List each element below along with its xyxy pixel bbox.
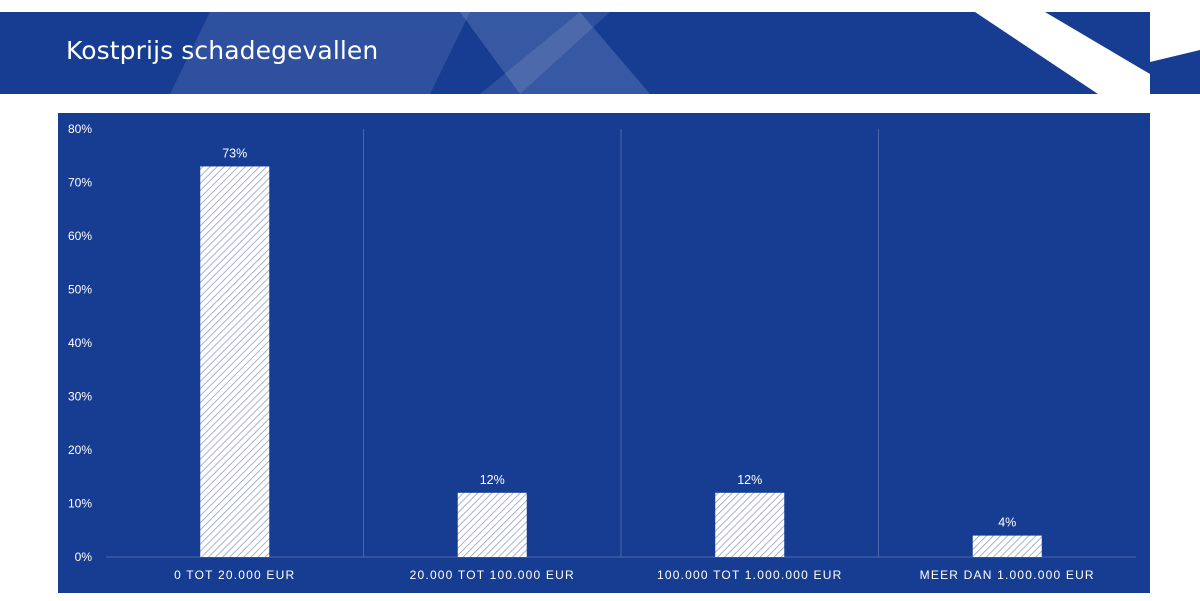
- bar-chart: 0% 10% 20% 30% 40% 50% 60% 70% 80% 73% 12% 12% 4% 0…: [58, 113, 1150, 593]
- bar: [972, 535, 1042, 557]
- data-labels: 73% 12% 12% 4%: [222, 146, 1016, 529]
- y-tick-label: 10%: [68, 497, 92, 511]
- category-label: MEER DAN 1.000.000 EUR: [920, 568, 1095, 582]
- y-tick-label: 80%: [68, 122, 92, 136]
- gridlines: [106, 129, 1136, 558]
- data-label: 12%: [737, 473, 762, 487]
- y-tick-label: 40%: [68, 336, 92, 350]
- y-tick-label: 50%: [68, 283, 92, 297]
- bars: [200, 166, 1042, 557]
- y-tick-label: 30%: [68, 390, 92, 404]
- bar: [457, 492, 527, 557]
- bar: [200, 166, 270, 557]
- y-tick-label: 70%: [68, 176, 92, 190]
- chart-canvas: 0% 10% 20% 30% 40% 50% 60% 70% 80% 73% 12% 12% 4% 0…: [68, 122, 1136, 582]
- category-label: 0 TOT 20.000 EUR: [174, 568, 295, 582]
- category-label: 100.000 TOT 1.000.000 EUR: [657, 568, 842, 582]
- header-band: Kostprijs schadegevallen: [0, 12, 1200, 94]
- data-label: 4%: [998, 516, 1016, 530]
- y-axis: 0% 10% 20% 30% 40% 50% 60% 70% 80%: [68, 122, 92, 564]
- x-axis: 0 TOT 20.000 EUR 20.000 TOT 100.000 EUR 10…: [174, 568, 1095, 582]
- data-label: 73%: [222, 146, 247, 160]
- y-tick-label: 20%: [68, 443, 92, 457]
- page-title: Kostprijs schadegevallen: [66, 36, 379, 65]
- category-label: 20.000 TOT 100.000 EUR: [410, 568, 575, 582]
- header-decoration: [170, 12, 1200, 94]
- data-label: 12%: [480, 473, 505, 487]
- y-tick-label: 0%: [75, 550, 93, 564]
- y-tick-label: 60%: [68, 229, 92, 243]
- bar: [715, 492, 785, 557]
